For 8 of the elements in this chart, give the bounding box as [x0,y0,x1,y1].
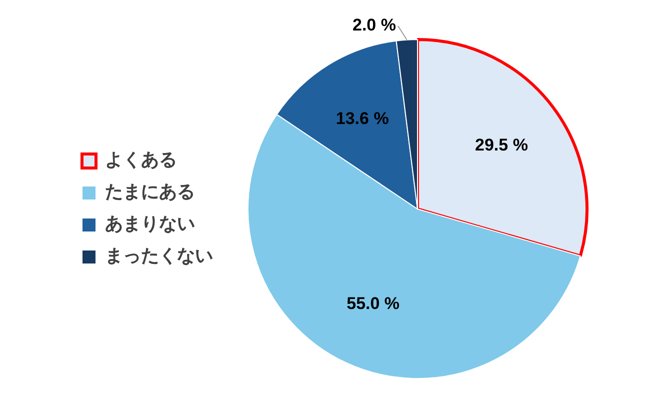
data-label: 29.5 % [475,136,528,155]
data-label: 55.0 % [346,294,400,313]
data-label: 2.0 % [352,16,396,35]
legend-label: よくある [105,150,177,171]
data-label: 13.6 % [336,109,389,128]
legend-label: あまりない [105,214,195,235]
legend-label: まったくない [105,246,213,267]
legend-label: たまにある [105,182,195,203]
